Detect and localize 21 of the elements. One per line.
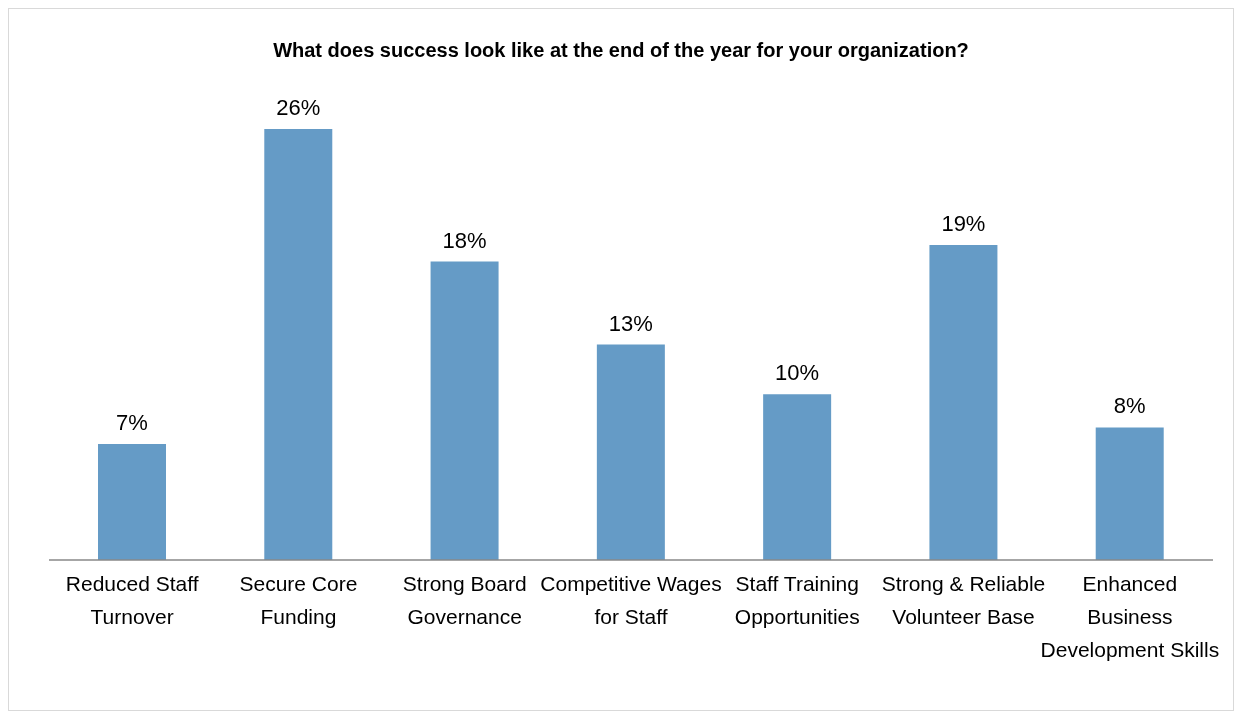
x-tick-label: Secure Core Funding (239, 571, 358, 628)
bar (929, 245, 998, 560)
x-tick-label: Strong & Reliable Volunteer Base (881, 571, 1046, 628)
x-tick-label: Staff Training Opportunities (734, 571, 860, 628)
bar (1095, 427, 1164, 560)
chart-title: What does success look like at the end of the year for your organization? (272, 39, 970, 62)
data-label: 7% (116, 409, 148, 435)
data-label: 19% (941, 211, 986, 237)
data-label: 26% (276, 95, 321, 120)
bar (430, 261, 499, 560)
data-label: 18% (442, 227, 487, 253)
x-tick-label: Strong Board Governance (402, 571, 527, 628)
data-label: 10% (775, 360, 820, 386)
x-tick-label: Competitive Wages for Staff (540, 571, 722, 628)
bar (596, 344, 665, 560)
bar (98, 443, 166, 560)
bar (763, 394, 832, 560)
bar (264, 129, 333, 560)
x-tick-label: Reduced Staff Turnover (65, 571, 199, 628)
data-label: 13% (608, 310, 653, 336)
data-label: 8% (1113, 393, 1146, 419)
